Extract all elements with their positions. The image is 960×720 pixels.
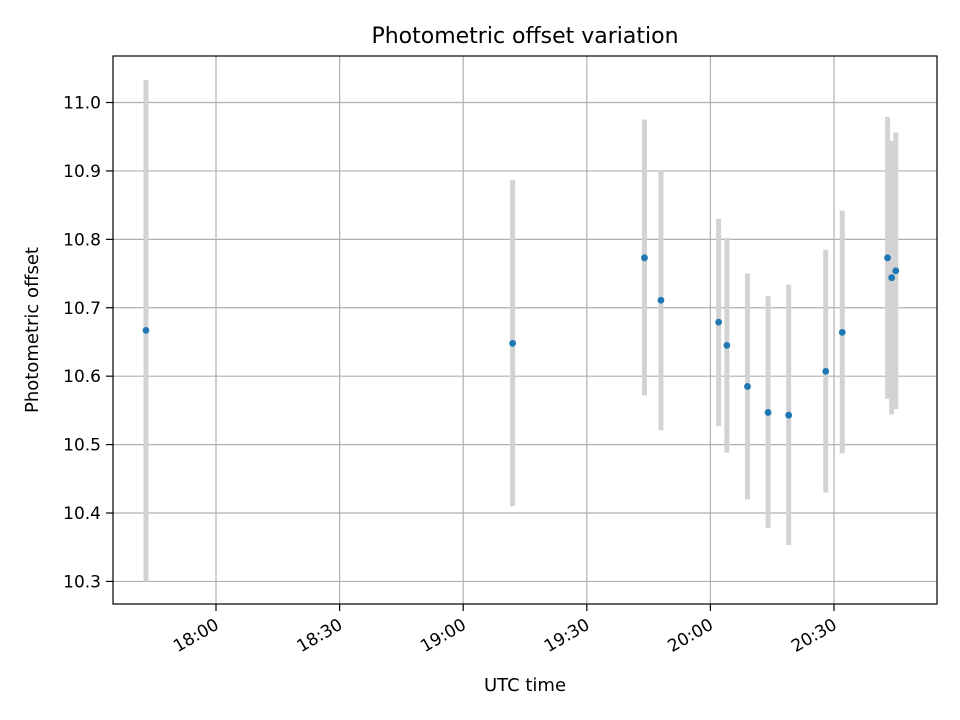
chart-title: Photometric offset variation (371, 24, 678, 49)
y-tick-label: 11.0 (63, 94, 101, 114)
data-point (657, 296, 665, 304)
data-point (509, 339, 517, 347)
data-point (892, 267, 900, 275)
y-tick-label: 10.4 (63, 504, 101, 524)
y-tick-label: 10.5 (63, 436, 101, 456)
data-point (744, 383, 751, 390)
data-point (641, 254, 648, 262)
data-point (838, 328, 846, 336)
tick-layer (106, 101, 835, 611)
data-point (888, 274, 896, 282)
point-layer (142, 254, 900, 419)
y-tick-label: 10.3 (63, 572, 101, 592)
data-point (884, 254, 891, 262)
data-point (142, 326, 150, 334)
y-tick-label: 10.7 (63, 299, 101, 319)
y-axis-label: Photometric offset (22, 247, 43, 413)
y-tick-label: 10.9 (63, 162, 101, 182)
grid-layer (113, 56, 937, 604)
data-point (785, 411, 793, 419)
y-tick-label: 10.6 (63, 367, 101, 387)
x-axis-label: UTC time (484, 675, 566, 696)
data-point (715, 318, 723, 326)
data-point (723, 341, 731, 349)
y-tick-label: 10.8 (63, 230, 101, 250)
data-point (822, 367, 830, 375)
data-point (764, 409, 772, 416)
plot-frame (112, 55, 938, 605)
